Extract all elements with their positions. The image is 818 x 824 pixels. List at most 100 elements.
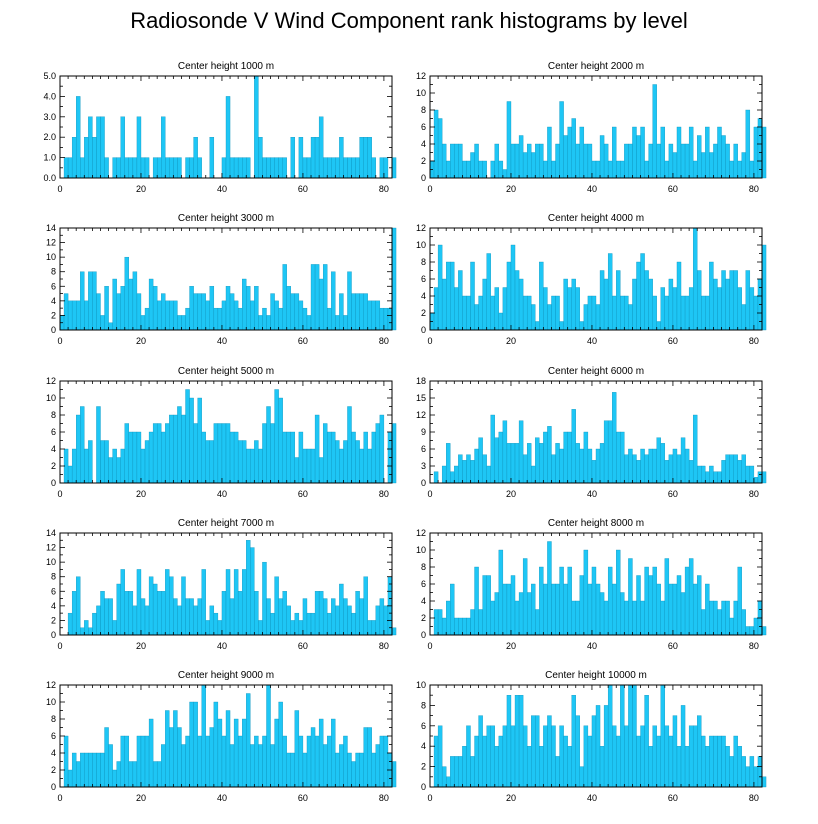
y-tick-label: 0 bbox=[421, 173, 426, 183]
histogram-bar bbox=[294, 612, 300, 636]
histogram-bar bbox=[458, 617, 463, 636]
histogram-bar bbox=[100, 591, 105, 636]
x-tick-label: 60 bbox=[668, 336, 678, 346]
histogram-bar bbox=[571, 118, 576, 179]
histogram-bar bbox=[607, 253, 613, 331]
histogram-bar bbox=[522, 152, 528, 179]
histogram-bar bbox=[737, 460, 742, 484]
histogram-bar bbox=[652, 295, 657, 331]
histogram-bar bbox=[181, 315, 186, 331]
histogram-bar bbox=[599, 270, 605, 331]
histogram-bar bbox=[209, 440, 215, 484]
histogram-bar bbox=[266, 684, 271, 788]
histogram-bar bbox=[632, 454, 637, 484]
histogram-bar bbox=[684, 143, 690, 179]
histogram-bar bbox=[531, 304, 536, 331]
histogram-bar bbox=[343, 315, 348, 331]
histogram-bar bbox=[668, 143, 674, 179]
histogram-bar bbox=[701, 735, 706, 788]
histogram-bar bbox=[709, 735, 714, 788]
histogram-bar bbox=[616, 270, 621, 331]
histogram-bar bbox=[441, 143, 447, 179]
histogram-bar bbox=[169, 300, 174, 331]
histogram-bar bbox=[108, 322, 113, 331]
histogram-bar bbox=[318, 591, 324, 636]
histogram-bar bbox=[628, 143, 633, 179]
histogram-bar bbox=[193, 423, 198, 484]
histogram-bar bbox=[526, 143, 532, 179]
histogram-bar bbox=[100, 315, 105, 331]
x-tick-label: 80 bbox=[379, 793, 389, 803]
histogram-bar bbox=[209, 605, 215, 636]
histogram-bar bbox=[165, 157, 170, 179]
x-tick-label: 60 bbox=[298, 184, 308, 194]
histogram-bar bbox=[518, 695, 524, 788]
histogram-bar bbox=[80, 271, 85, 331]
histogram-bar bbox=[741, 304, 746, 331]
histogram-bar bbox=[531, 715, 536, 788]
histogram-bar bbox=[676, 454, 682, 484]
histogram-bar bbox=[514, 270, 520, 331]
histogram-bar bbox=[697, 575, 702, 636]
histogram-bar bbox=[278, 397, 283, 484]
histogram-bar bbox=[347, 406, 352, 484]
panel-title: Center height 3000 m bbox=[178, 213, 274, 224]
histogram-bar bbox=[668, 454, 674, 484]
y-tick-label: 0 bbox=[51, 782, 56, 792]
histogram-bar bbox=[680, 705, 686, 788]
y-tick-label: 2 bbox=[51, 615, 56, 625]
y-tick-label: 6 bbox=[421, 122, 426, 132]
histogram-bar bbox=[96, 293, 101, 331]
histogram-bar bbox=[470, 756, 475, 788]
histogram-bar bbox=[482, 160, 487, 179]
histogram-panel: Center height 3000 m 0 20 40 60 80 0 2 4 6 8 10 12 14 bbox=[46, 213, 397, 346]
histogram-bar bbox=[640, 448, 645, 484]
histogram-bar bbox=[205, 620, 210, 636]
y-tick-label: 2 bbox=[421, 762, 426, 772]
histogram-bar bbox=[478, 295, 483, 331]
histogram-bar bbox=[620, 684, 625, 788]
histogram-bar bbox=[140, 157, 146, 179]
histogram-bar bbox=[347, 157, 352, 179]
histogram-bar bbox=[490, 160, 495, 179]
histogram-bar bbox=[92, 612, 97, 636]
histogram-bar bbox=[128, 157, 134, 179]
histogram-bar bbox=[595, 304, 601, 331]
y-tick-label: 18 bbox=[416, 376, 426, 386]
histogram-bar bbox=[506, 443, 512, 484]
y-tick-label: 10 bbox=[416, 680, 426, 690]
histogram-bar bbox=[559, 725, 564, 788]
histogram-bar bbox=[482, 735, 487, 788]
y-tick-label: 8 bbox=[51, 267, 56, 277]
histogram-bar bbox=[270, 293, 275, 331]
x-tick-label: 60 bbox=[298, 489, 308, 499]
histogram-bar bbox=[603, 420, 609, 484]
histogram-bar bbox=[112, 769, 117, 788]
histogram-panel: Center height 9000 m 0 20 40 60 80 0 2 4 6 8 10 12 bbox=[46, 670, 397, 803]
histogram-bar bbox=[221, 157, 227, 179]
histogram-bar bbox=[486, 253, 491, 331]
histogram-bar bbox=[282, 591, 287, 636]
histogram-bar bbox=[652, 448, 657, 484]
y-tick-label: 0 bbox=[421, 782, 426, 792]
x-tick-label: 40 bbox=[587, 184, 597, 194]
histogram-bar bbox=[725, 278, 730, 331]
histogram-bar bbox=[209, 286, 215, 331]
histogram-bar bbox=[84, 300, 89, 331]
histogram-bar bbox=[543, 160, 548, 179]
histogram-bar bbox=[213, 307, 219, 331]
histogram-bar bbox=[161, 116, 166, 179]
histogram-bar bbox=[116, 583, 121, 636]
histogram-bar bbox=[697, 135, 702, 179]
histogram-bar bbox=[579, 575, 585, 636]
histogram-bar bbox=[274, 718, 279, 788]
histogram-bar bbox=[229, 157, 235, 179]
histogram-bar bbox=[120, 569, 125, 636]
histogram-bar bbox=[205, 440, 210, 484]
histogram-bar bbox=[628, 304, 633, 331]
histogram-bar bbox=[518, 592, 524, 636]
histogram-bar bbox=[331, 718, 336, 788]
x-tick-label: 60 bbox=[668, 489, 678, 499]
y-tick-label: 0 bbox=[51, 478, 56, 488]
x-tick-label: 80 bbox=[379, 489, 389, 499]
